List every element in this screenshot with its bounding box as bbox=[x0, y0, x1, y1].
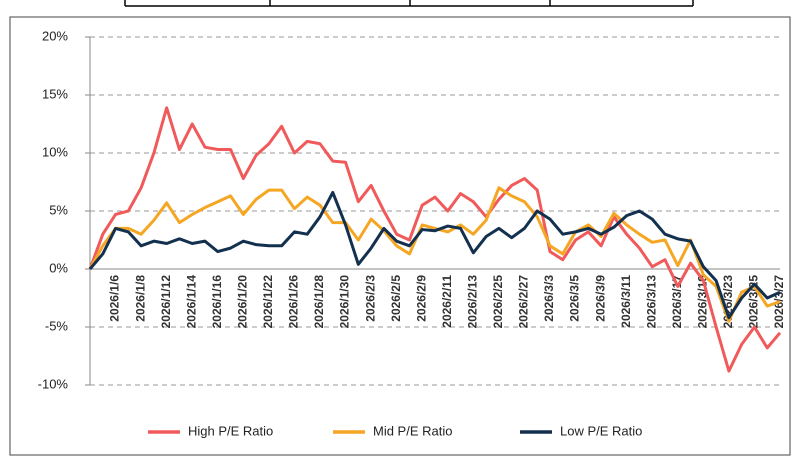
line-series bbox=[88, 186, 781, 323]
x-tick-label: 2026/3/9 bbox=[593, 275, 607, 322]
x-tick-label: 2026/2/3 bbox=[363, 275, 377, 322]
line-series bbox=[88, 190, 781, 320]
x-tick-label: 2026/2/5 bbox=[389, 275, 403, 322]
x-tick-label: 2026/1/8 bbox=[133, 275, 147, 322]
y-tick-label: 0% bbox=[49, 260, 68, 275]
x-tick-label: 2026/1/16 bbox=[210, 275, 224, 329]
x-tick-label: 2026/1/6 bbox=[108, 275, 122, 322]
x-tick-label: 2026/1/14 bbox=[184, 275, 198, 329]
x-tick-label: 2026/3/25 bbox=[747, 275, 761, 329]
x-tick-label: 2026/2/13 bbox=[466, 275, 480, 329]
x-tick-label: 2026/1/26 bbox=[287, 275, 301, 329]
table-fragment bbox=[124, 0, 694, 7]
y-tick-label: 10% bbox=[42, 144, 68, 159]
x-tick-label: 2026/2/27 bbox=[517, 275, 531, 329]
y-tick-label: 5% bbox=[49, 202, 68, 217]
x-tick-label: 2026/3/17 bbox=[670, 275, 684, 329]
x-tick-label: 2026/3/11 bbox=[619, 275, 633, 328]
x-tick-label: 2026/1/20 bbox=[236, 275, 250, 329]
line-series bbox=[88, 106, 782, 373]
x-tick-label: 2026/3/13 bbox=[644, 275, 658, 329]
legend-label: Mid P/E Ratio bbox=[373, 423, 452, 438]
x-tick-label: 2026/2/11 bbox=[440, 275, 454, 328]
x-tick-label: 2026/2/9 bbox=[414, 275, 428, 322]
x-tick-label: 2026/3/5 bbox=[568, 275, 582, 322]
y-tick-label: 20% bbox=[42, 28, 68, 43]
x-tick-label: 2026/2/25 bbox=[491, 275, 505, 329]
y-tick-label: 15% bbox=[42, 86, 68, 101]
x-tick-label: 2026/1/12 bbox=[159, 275, 173, 329]
legend-label: Low P/E Ratio bbox=[560, 423, 642, 438]
y-tick-label: -5% bbox=[45, 318, 69, 333]
x-tick-label: 2026/3/3 bbox=[542, 275, 556, 322]
x-tick-label: 2026/1/28 bbox=[312, 275, 326, 329]
x-tick-label: 2026/1/30 bbox=[338, 275, 352, 329]
x-tick-label: 2026/1/22 bbox=[261, 275, 275, 329]
legend-label: High P/E Ratio bbox=[188, 423, 273, 438]
y-tick-label: -10% bbox=[38, 376, 69, 391]
